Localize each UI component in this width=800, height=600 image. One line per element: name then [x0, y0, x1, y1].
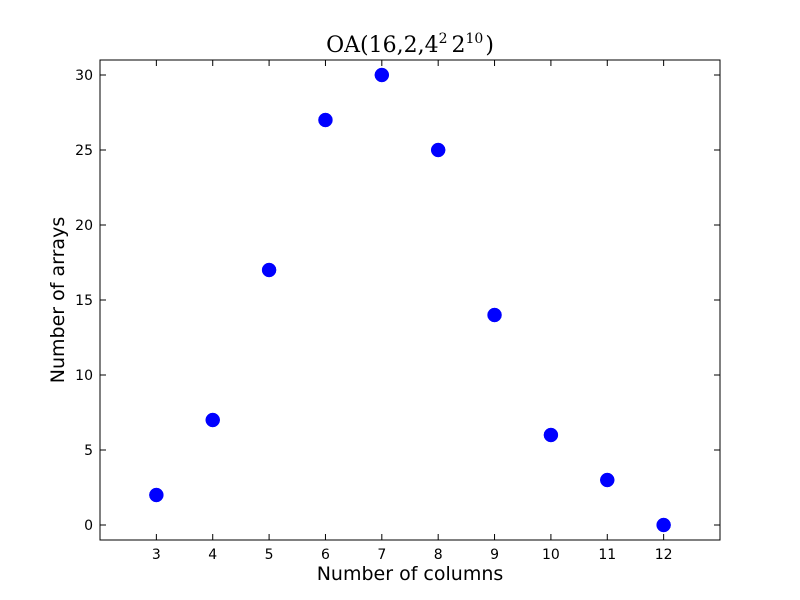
chart-title-superscript-1: 2 — [439, 31, 448, 47]
y-tick-label: 30 — [75, 68, 93, 84]
plot-frame — [99, 59, 721, 541]
y-tick-label: 15 — [75, 293, 93, 309]
chart-title: OA(16,2,42 210) — [326, 31, 494, 58]
y-tick-label: 20 — [75, 218, 93, 234]
y-tick-label: 25 — [75, 143, 93, 159]
x-tick-label: 7 — [377, 547, 386, 563]
data-point — [261, 262, 277, 278]
chart-title-middle: 2 — [451, 33, 465, 58]
y-tick-label: 5 — [84, 443, 93, 459]
x-axis-label: Number of columns — [317, 563, 504, 585]
chart-title-prefix: OA(16,2,4 — [326, 33, 438, 58]
ticks-layer: 3 4 5 6 7 8 9 10 11 12 0 5 10 15 20 25 30 — [75, 60, 720, 563]
data-point — [318, 112, 333, 128]
points-layer — [149, 67, 671, 533]
x-tick-label: 12 — [655, 547, 673, 563]
chart-title-suffix: ) — [485, 33, 494, 58]
x-tick-label: 4 — [208, 547, 217, 563]
chart-title-superscript-2: 10 — [465, 31, 483, 47]
x-tick-label: 11 — [598, 547, 616, 563]
data-point — [487, 307, 502, 323]
x-tick-label: 8 — [434, 547, 443, 563]
data-point — [656, 517, 671, 533]
x-tick-label: 10 — [542, 547, 560, 563]
x-tick-label: 3 — [152, 547, 161, 563]
data-point — [149, 487, 164, 503]
data-point — [430, 142, 446, 158]
data-point — [543, 427, 559, 443]
x-tick-label: 5 — [265, 547, 274, 563]
data-point — [600, 472, 615, 488]
y-axis-label: Number of arrays — [47, 217, 69, 383]
y-tick-label: 0 — [84, 518, 93, 534]
y-tick-label: 10 — [75, 368, 93, 384]
data-point — [374, 67, 390, 83]
x-tick-label: 9 — [490, 547, 499, 563]
data-point — [205, 412, 220, 428]
x-tick-label: 6 — [321, 547, 330, 563]
plot-area — [100, 60, 720, 540]
